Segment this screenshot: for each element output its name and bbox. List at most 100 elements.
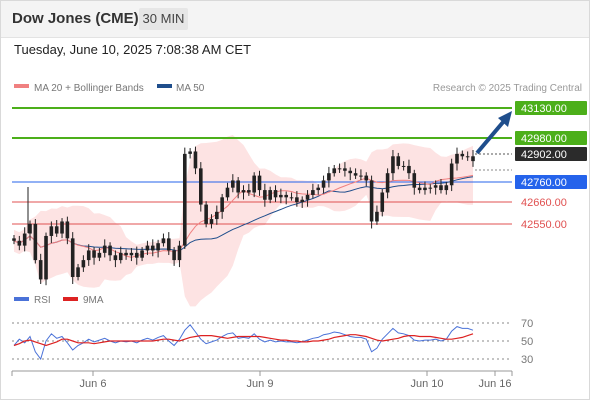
candle-body (236, 180, 240, 193)
candle-body (124, 252, 128, 256)
candle-body (60, 221, 64, 234)
candle-body (86, 250, 91, 261)
candle-body (188, 151, 192, 154)
candle-body (268, 190, 272, 200)
x-axis: Jun 6 Jun 9 Jun 10 Jun 16 (11, 371, 513, 390)
candle-body (118, 252, 123, 261)
candle-body (423, 187, 427, 191)
candle-body (161, 238, 166, 244)
legend-label-rsi: RSI (34, 295, 51, 306)
level-tag-last (515, 147, 587, 161)
candle-body (305, 194, 310, 200)
candle-body (215, 211, 219, 220)
level-label-last: 42902.00 (521, 149, 567, 161)
candle-body (257, 175, 262, 191)
candle-body (22, 233, 27, 246)
level-label-resistance: 42980.00 (521, 133, 567, 145)
instrument-title: Dow Jones (CME) (12, 10, 139, 27)
ma50-line (13, 176, 474, 252)
candle-body (225, 187, 230, 198)
candle-body (28, 223, 32, 234)
candle-body (140, 250, 144, 258)
price-panel: 43130.00 42980.00 42902.00 42760.00 42660.00… (12, 101, 587, 307)
candle-body (289, 197, 294, 199)
level-tag-resistance (515, 131, 587, 145)
rsi-9ma-line (13, 333, 474, 347)
candle-body (241, 190, 246, 193)
timeframe-badge[interactable]: 30 MIN (139, 8, 188, 30)
candle-body (316, 187, 321, 191)
candle-body (263, 190, 267, 200)
bollinger-band (14, 135, 473, 307)
osc-level-label: 50 (521, 336, 533, 348)
legend-swatch-ma50 (157, 84, 172, 88)
legend-swatch-9ma (63, 297, 78, 301)
candle-body (327, 173, 331, 181)
candle-body (54, 226, 59, 234)
candle-body (220, 197, 224, 212)
candle-body (385, 173, 390, 193)
timestamp: Tuesday, June 10, 2025 7:08:38 AM CET (14, 42, 252, 57)
oscillator-panel: 70 50 30 (12, 318, 533, 366)
candle-body (199, 168, 203, 205)
candle-body (193, 151, 198, 169)
candle-body (364, 175, 369, 181)
candle-body (204, 204, 208, 224)
level-tag-pivot (515, 175, 587, 189)
candle-body (343, 168, 347, 171)
header-bar: Dow Jones (CME) 30 MIN (1, 1, 589, 38)
level-label-target: 43130.00 (521, 103, 567, 115)
candle-body (449, 163, 454, 186)
candle-body (295, 197, 299, 203)
candle-body (396, 156, 401, 166)
candle-body (209, 219, 214, 224)
candle-body (134, 252, 139, 258)
osc-level-label: 30 (521, 354, 533, 366)
candle-body (348, 170, 353, 174)
candle-body (465, 156, 470, 158)
candle-body (401, 165, 406, 167)
candle-body (65, 221, 70, 239)
candle-body (471, 156, 475, 162)
candle-body (97, 252, 102, 258)
candle-body (380, 192, 385, 212)
candle-body (455, 153, 459, 164)
forecast-arrow-line (475, 119, 506, 155)
x-tick-label: Jun 16 (478, 378, 511, 390)
candle-body (182, 153, 187, 246)
candle-body (12, 238, 16, 241)
candle-body (102, 245, 107, 253)
candle-body (108, 245, 112, 256)
candle-body (284, 194, 288, 198)
level-tag-target (515, 101, 587, 115)
x-tick-label: Jun 6 (80, 378, 107, 390)
candle-body (412, 173, 417, 188)
osc-level-label: 70 (521, 318, 533, 330)
x-tick-label: Jun 10 (410, 378, 443, 390)
candle-body (332, 168, 337, 174)
candle-body (353, 173, 358, 176)
candle-body (391, 156, 395, 174)
candle-body (279, 194, 283, 198)
candle-body (359, 175, 363, 177)
candle-body (439, 185, 443, 191)
level-label-support: 42550.00 (521, 219, 567, 231)
legend-label-9ma: 9MA (83, 295, 104, 306)
candle-body (460, 153, 465, 157)
candle-body (311, 190, 315, 195)
candle-body (300, 199, 305, 203)
candle-body (231, 180, 235, 188)
candle-body (247, 190, 251, 193)
candle-body (166, 238, 171, 251)
candle-body (33, 223, 38, 261)
candle-body (252, 175, 256, 193)
candle-body (113, 255, 118, 261)
rsi-line (13, 324, 474, 361)
candle-body (156, 243, 160, 251)
candle-body (129, 252, 134, 256)
candle-body (81, 260, 86, 268)
legend-label-ma50: MA 50 (176, 83, 205, 94)
chart-credit: Research © 2025 Trading Central (433, 83, 582, 94)
